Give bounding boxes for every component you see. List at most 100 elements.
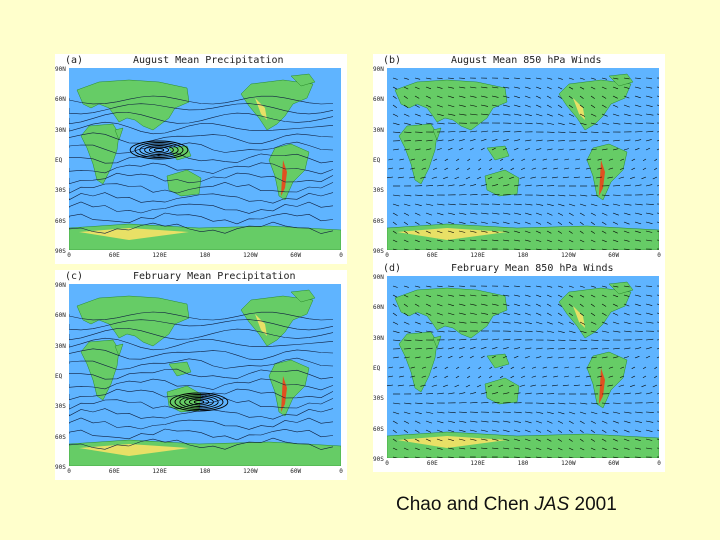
wind-vector [645, 321, 654, 324]
wind-vector [612, 347, 620, 350]
wind-vector [568, 303, 573, 307]
wind-vector [425, 77, 432, 80]
wind-vector [454, 384, 460, 388]
wind-vector [513, 212, 521, 215]
panel-letter: (b) [383, 55, 402, 66]
wind-vector [414, 203, 422, 206]
wind-vector [480, 113, 489, 116]
wind-vector [502, 438, 510, 441]
wind-vector [568, 95, 573, 99]
latitude-label: 60N [373, 96, 384, 104]
precip-maximum-contour [139, 143, 179, 157]
wind-vector [579, 230, 584, 234]
wind-vector [467, 366, 471, 370]
wind-vector [579, 239, 585, 243]
caption-year: 2001 [574, 494, 617, 515]
wind-vector [557, 303, 562, 307]
wind-vector [458, 230, 466, 233]
wind-vector [568, 203, 576, 207]
land-mass [432, 127, 442, 141]
wind-vector [631, 158, 636, 161]
wind-vector [623, 312, 630, 316]
wind-vector [563, 167, 570, 170]
precip-contour [69, 428, 334, 441]
wind-vector [491, 429, 499, 432]
wind-vector [535, 86, 542, 90]
wind-vector [469, 147, 474, 151]
wind-vector [535, 447, 542, 450]
wind-vector [557, 294, 563, 298]
land-mass [114, 343, 124, 357]
wind-vector [634, 420, 642, 423]
wind-vector [513, 347, 521, 350]
longitude-label: 60W [608, 460, 620, 467]
wind-vector [436, 104, 443, 108]
latitude-label: 90N [373, 66, 384, 73]
andes-highland [599, 368, 605, 404]
wind-vector [546, 86, 552, 90]
precip-contour [69, 437, 334, 450]
wind-vector [414, 148, 421, 151]
wind-vector [436, 356, 442, 359]
wind-vector [502, 113, 511, 116]
wind-vector [601, 148, 608, 151]
wind-vector [641, 384, 647, 388]
wind-vector [524, 347, 532, 350]
wind-vector [557, 203, 565, 207]
wind-vector [498, 384, 504, 388]
land-mass [268, 359, 310, 417]
wind-vector [590, 95, 595, 99]
wind-vector [634, 139, 642, 142]
wind-vector [414, 248, 421, 250]
wind-vector [420, 176, 427, 179]
wind-vector [568, 456, 574, 458]
wind-vector [414, 456, 421, 458]
wind-vector [524, 148, 530, 151]
wind-vector [645, 203, 654, 205]
wind-vector [634, 303, 641, 307]
wind-vector [425, 285, 432, 288]
antarctic-highland [397, 436, 507, 448]
wind-vector [546, 348, 554, 350]
longitude-label: 120W [561, 460, 576, 467]
wind-vector [596, 384, 603, 387]
wind-vector [645, 212, 654, 215]
wind-vector [436, 221, 443, 225]
wind-vector [634, 312, 642, 316]
wind-vector [502, 321, 511, 324]
wind-vector [491, 312, 499, 315]
precip-contour [69, 408, 334, 420]
wind-vector [612, 86, 619, 90]
wind-vector [546, 447, 552, 451]
wind-vector [502, 194, 511, 196]
wind-vector [579, 221, 584, 225]
wind-vector [425, 122, 434, 125]
latitude-label: 60S [55, 433, 66, 441]
wind-vector [502, 104, 510, 107]
wind-vector [656, 221, 659, 223]
wind-vector [623, 139, 631, 142]
wind-vector [634, 347, 642, 350]
wind-vector [480, 346, 487, 350]
wind-vector [502, 411, 511, 413]
latitude-label: 60N [373, 304, 384, 312]
wind-vector [557, 447, 563, 451]
wind-vector [546, 194, 555, 196]
wind-vector [612, 438, 618, 442]
wind-vector [579, 86, 585, 90]
wind-vector [392, 248, 398, 250]
panel-letter: (d) [383, 263, 402, 274]
wind-vector [513, 184, 521, 187]
wind-vector [458, 212, 467, 215]
wind-vector [469, 294, 477, 297]
wind-vector [546, 77, 553, 80]
wind-vector [620, 366, 625, 369]
wind-vector [502, 86, 510, 89]
wind-vector [623, 122, 632, 125]
wind-vector [557, 356, 564, 359]
wind-vector [436, 330, 445, 333]
wind-vector [425, 321, 433, 325]
wind-vector [458, 411, 467, 413]
wind-vector [574, 375, 581, 378]
wind-vector [541, 176, 548, 179]
